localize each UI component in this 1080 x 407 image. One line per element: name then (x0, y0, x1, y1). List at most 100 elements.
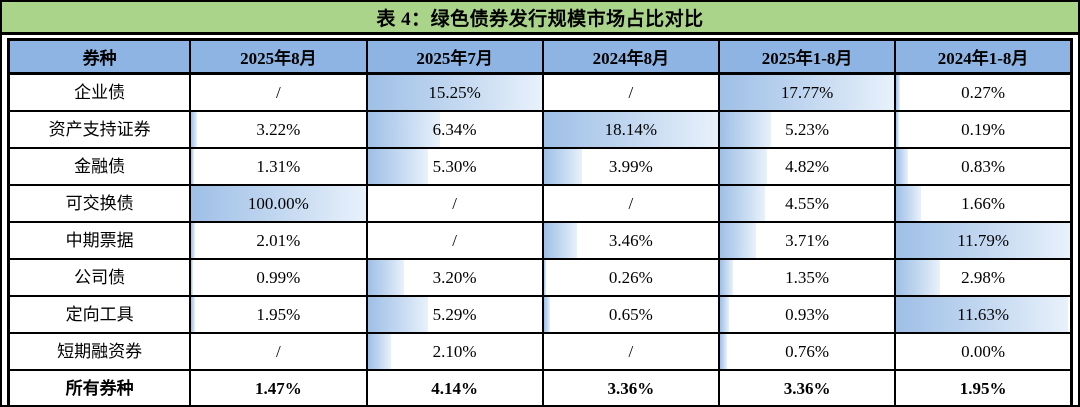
data-bar (192, 150, 194, 183)
value-cell: 3.22% (189, 110, 368, 149)
cell-value-text: 3.46% (608, 231, 653, 250)
cell-value-text: 0.00% (961, 342, 1006, 361)
cell-value-text: 5.30% (432, 157, 477, 176)
value-cell: 3.36% (717, 369, 897, 405)
value-cell: 0.19% (894, 110, 1073, 149)
value-cell: 100.00% (189, 184, 368, 223)
value-cell: 18.14% (541, 110, 720, 149)
value-cell: 0.93% (717, 295, 897, 334)
value-cell: / (541, 332, 720, 371)
value-cell: 2.98% (894, 258, 1073, 297)
row-label: 定向工具 (7, 295, 192, 334)
value-cell: 2.10% (365, 332, 544, 371)
cell-value-text: 11.63% (957, 305, 1009, 324)
row-label: 金融债 (7, 147, 192, 186)
value-cell: 4.14% (365, 369, 544, 405)
data-bar (720, 75, 894, 110)
data-bar (544, 113, 717, 146)
data-bar (368, 261, 405, 294)
cell-value-text: 1.95% (256, 305, 301, 324)
cell-value-text: 0.76% (785, 342, 830, 361)
header-cell-period: 2024年1-8月 (894, 38, 1073, 75)
value-cell: 0.26% (541, 258, 720, 297)
value-cell: / (365, 221, 544, 260)
cell-value-text: 17.77% (780, 83, 834, 102)
cell-value-text: 100.00% (247, 194, 309, 213)
value-cell: / (189, 332, 368, 371)
cell-value-text: / (628, 83, 634, 102)
data-bar (720, 261, 734, 294)
row-label-text: 金融债 (74, 157, 126, 176)
value-cell: 5.30% (365, 147, 544, 186)
data-bar (368, 75, 541, 110)
row-label-text: 可交换债 (65, 194, 134, 213)
cell-value-text: / (452, 231, 457, 250)
cell-value-text: 1.31% (256, 157, 301, 176)
cell-value-text: 0.99% (256, 268, 301, 287)
cell-value-text: 2.01% (256, 231, 301, 250)
table-row: 企业债 / 15.25% / 17.77% 0.27% (7, 72, 1073, 112)
cell-value-text: 5.29% (432, 305, 477, 324)
cell-value-text: / (628, 194, 634, 213)
data-bar (544, 150, 583, 183)
table-title: 表 4：绿色债券发行规模市场占比对比 (2, 2, 1078, 35)
value-cell: 11.63% (894, 295, 1073, 334)
cell-value-text: 4.14% (431, 379, 478, 398)
row-label: 可交换债 (7, 184, 192, 223)
cell-value-text: 4.82% (785, 157, 830, 176)
row-label: 公司债 (7, 258, 192, 297)
value-cell: 15.25% (365, 72, 544, 112)
value-cell: 17.77% (717, 72, 897, 112)
data-bar (897, 113, 899, 146)
cell-value-text: 5.23% (785, 120, 830, 139)
row-label-text: 短期融资券 (57, 342, 143, 361)
data-bar (368, 113, 440, 146)
data-bar (897, 150, 909, 183)
data-bar (192, 261, 193, 294)
table-row: 定向工具 1.95% 5.29% 0.65% 0.93% 11.63% (7, 295, 1073, 334)
value-cell: 3.20% (365, 258, 544, 297)
data-bar (897, 298, 1068, 331)
value-cell: 1.95% (189, 295, 368, 334)
row-label-text: 中期票据 (65, 231, 134, 250)
value-cell: 1.31% (189, 147, 368, 186)
data-bar (720, 187, 765, 220)
cell-value-text: 1.47% (255, 379, 302, 398)
data-bar (720, 150, 768, 183)
value-cell: 4.55% (717, 184, 897, 223)
table-row: 金融债 1.31% 5.30% 3.99% 4.82% 0.83% (7, 147, 1073, 186)
cell-value-text: 3.36% (607, 379, 655, 398)
cell-value-text: / (276, 342, 281, 361)
value-cell: / (541, 184, 720, 223)
data-bar (544, 261, 547, 294)
cell-value-text: 1.35% (785, 268, 830, 287)
cell-value-text: 3.99% (608, 157, 653, 176)
value-cell: 3.99% (541, 147, 720, 186)
cell-value-text: / (628, 342, 634, 361)
value-cell: 1.47% (189, 369, 368, 405)
header-row: 券种 2025年8月 2025年7月 2024年8月 2025年1-8月 2024年1-8… (7, 38, 1073, 75)
table-container: 券种 2025年8月 2025年7月 2024年8月 2025年1-8月 2024年1-8… (7, 38, 1073, 405)
value-cell: 0.83% (894, 147, 1073, 186)
data-bar (720, 298, 730, 331)
value-cell: 6.34% (365, 110, 544, 149)
header-cell-period: 2025年7月 (365, 38, 544, 75)
header-cell-period: 2024年8月 (541, 38, 720, 75)
cell-value-text: 0.27% (961, 83, 1006, 102)
cell-value-text: 3.71% (785, 231, 830, 250)
table-row: 中期票据 2.01% / 3.46% 3.71% 11.79% (7, 221, 1073, 260)
data-bar (720, 113, 772, 146)
value-cell: 1.35% (717, 258, 897, 297)
cell-value-text: 3.20% (432, 268, 477, 287)
value-cell: 4.82% (717, 147, 897, 186)
cell-value-text: 0.65% (608, 305, 653, 324)
row-label-text: 所有券种 (65, 379, 134, 398)
data-bar (368, 335, 392, 368)
data-bar (720, 335, 728, 368)
row-label: 所有券种 (7, 369, 192, 405)
header-cell-bond-type: 券种 (7, 38, 192, 75)
value-cell: 0.65% (541, 295, 720, 334)
header-cell-period: 2025年8月 (189, 38, 368, 75)
data-bar (368, 298, 428, 331)
